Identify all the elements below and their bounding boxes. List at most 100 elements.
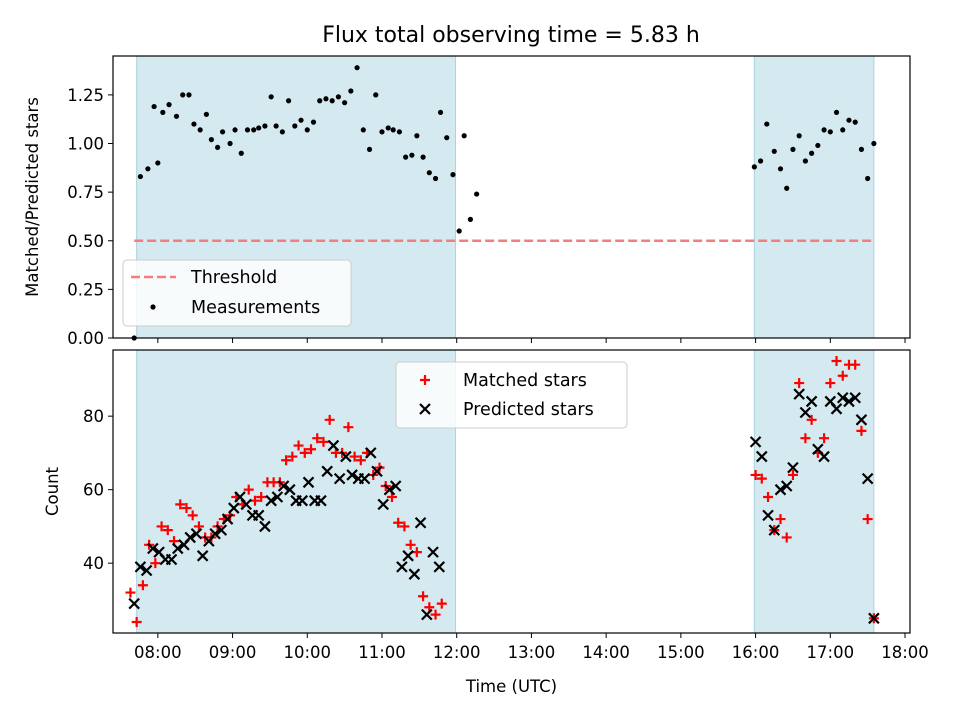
matched-stars-point — [256, 492, 267, 503]
measurement-point — [151, 103, 157, 110]
predicted-stars-point — [749, 436, 762, 448]
legend-predicted-label: Predicted stars — [463, 400, 594, 420]
measurement-point — [180, 92, 186, 98]
matched-stars-point — [825, 378, 836, 389]
matched-stars-point — [862, 514, 873, 525]
predicted-stars-point — [799, 406, 812, 419]
measurement-point — [409, 152, 415, 158]
matched-stars-point — [181, 503, 192, 514]
measurement-point — [137, 173, 143, 180]
predicted-stars-point — [377, 498, 390, 511]
matched-stars-point — [131, 616, 142, 627]
legend-box — [395, 361, 628, 429]
matched-stars-point — [837, 370, 848, 381]
matched-stars-point — [405, 539, 416, 550]
predicted-stars-point — [383, 483, 396, 496]
predicted-stars-point — [414, 516, 427, 529]
predicted-stars-point — [805, 395, 818, 408]
matched-stars-point — [393, 517, 404, 528]
predicted-stars-point — [284, 483, 296, 496]
observing-window-band — [753, 349, 875, 634]
predicted-stars-point — [340, 450, 352, 463]
matched-stars-point — [324, 414, 335, 425]
matched-stars-point — [355, 455, 366, 466]
measurement-point — [437, 109, 444, 115]
measurement-point — [335, 94, 342, 100]
matched-stars-point — [418, 591, 429, 602]
measurement-point — [215, 144, 221, 151]
measurement-point — [840, 127, 846, 133]
y-tick-label: 80 — [83, 407, 104, 426]
measurement-point — [145, 166, 151, 172]
measurement-point — [244, 127, 251, 133]
matched-stars-point — [243, 484, 254, 495]
measurement-point — [342, 100, 348, 106]
measurement-point — [821, 127, 827, 133]
x-tick-label: 08:00 — [134, 643, 182, 662]
measurement-point — [385, 125, 391, 131]
matched-stars-point — [411, 547, 422, 558]
matched-stars-point — [430, 609, 441, 620]
measurement-point — [790, 146, 796, 152]
x-tick-label: 17:00 — [807, 643, 855, 662]
matched-stars-point — [299, 447, 310, 458]
matched-stars-point — [312, 433, 323, 444]
legend-box — [122, 259, 352, 327]
axes-frame — [112, 349, 911, 634]
measurement-point — [390, 127, 396, 133]
predicted-stars-point — [389, 480, 402, 492]
predicted-stars-point — [327, 439, 340, 452]
legend-predicted-swatch — [419, 403, 431, 415]
predicted-stars-point — [818, 450, 830, 463]
measurement-point — [279, 129, 285, 135]
x-tick-label: 12:00 — [433, 643, 481, 662]
observing-window-band — [753, 55, 875, 339]
predicted-stars-point — [165, 553, 178, 566]
predicted-stars-point — [346, 469, 358, 481]
measurement-point — [777, 166, 784, 172]
predicted-stars-point — [321, 465, 333, 478]
predicted-stars-point — [830, 403, 843, 415]
measurement-point — [764, 121, 770, 127]
bottom-panel: 40 60 80 08:00 09:00 10:00 11:00 12:00 13:00 14:0… — [43, 349, 929, 696]
predicted-stars-point — [265, 494, 277, 507]
x-tick-label: 16:00 — [732, 643, 780, 662]
matched-stars-point — [819, 433, 830, 444]
measurement-point — [155, 160, 161, 166]
matched-stars-point — [349, 451, 360, 462]
x-tick-label: 18:00 — [881, 643, 929, 662]
legend: Threshold Measurements — [122, 259, 352, 327]
predicted-stars-point — [402, 550, 414, 562]
legend-measurements-label: Measurements — [191, 298, 320, 318]
x-tick-label: 13:00 — [508, 643, 556, 662]
legend-threshold-label: Threshold — [190, 268, 277, 288]
measurement-point — [285, 98, 292, 104]
predicted-stars-point — [421, 608, 433, 621]
measurement-point — [771, 148, 777, 154]
legend-measurements-swatch — [150, 304, 156, 310]
matched-stars-point — [750, 469, 761, 480]
predicted-stars-point — [843, 395, 855, 408]
measurement-point — [251, 127, 257, 133]
matched-stars-point — [399, 521, 410, 532]
predicted-stars-point — [228, 502, 240, 514]
predicted-stars-point — [768, 524, 781, 536]
matched-stars-point — [281, 455, 292, 466]
matched-stars-point — [787, 469, 798, 480]
measurement-point — [268, 94, 274, 100]
measurement-point — [227, 140, 233, 147]
measurement-point — [450, 172, 456, 178]
measurement-point — [203, 111, 209, 117]
predicted-stars-point — [793, 388, 805, 400]
measurement-point — [852, 119, 858, 125]
measurement-point — [815, 142, 821, 149]
measurement-point — [827, 129, 833, 135]
measurement-point — [273, 123, 279, 129]
predicted-stars-point — [196, 550, 209, 562]
measurement-point — [186, 92, 192, 98]
x-tick-label: 10:00 — [283, 643, 331, 662]
matched-stars-point — [763, 492, 774, 503]
measurement-point — [379, 129, 385, 135]
predicted-stars-point — [849, 392, 861, 404]
